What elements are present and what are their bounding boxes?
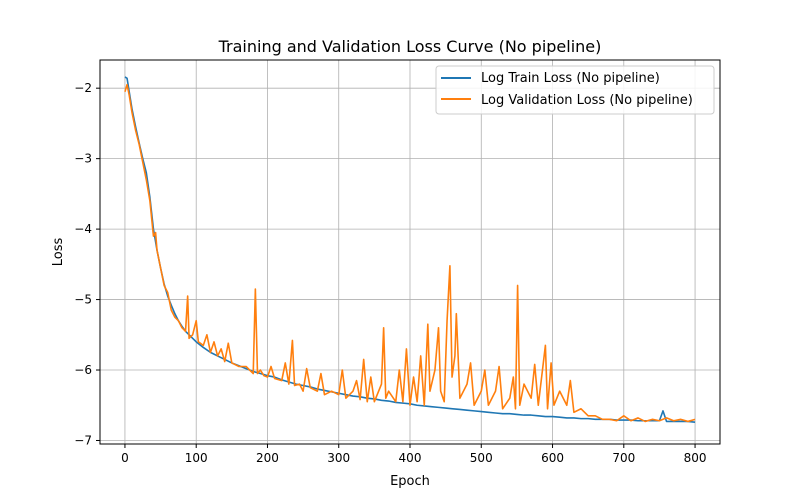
y-tick-label: −6 bbox=[74, 363, 92, 377]
y-tick-label: −3 bbox=[74, 152, 92, 166]
x-tick-label: 800 bbox=[684, 451, 707, 465]
x-tick-label: 300 bbox=[327, 451, 350, 465]
series-group bbox=[124, 76, 696, 423]
y-tick-label: −2 bbox=[74, 81, 92, 95]
x-axis-label: Epoch bbox=[390, 474, 430, 489]
x-tick-label: 500 bbox=[470, 451, 493, 465]
x-tick-label: 400 bbox=[399, 451, 422, 465]
x-axis: 0 100 200 300 400 500 600 700 800 bbox=[121, 444, 707, 465]
y-axis: −7 −6 −5 −4 −3 −2 bbox=[74, 81, 100, 447]
y-tick-label: −7 bbox=[74, 433, 92, 447]
x-tick-label: 0 bbox=[121, 451, 129, 465]
x-tick-label: 600 bbox=[541, 451, 564, 465]
x-tick-label: 100 bbox=[185, 451, 208, 465]
x-tick-label: 200 bbox=[256, 451, 279, 465]
legend: Log Train Loss (No pipeline) Log Validat… bbox=[435, 65, 715, 115]
y-axis-label: Loss bbox=[51, 238, 66, 267]
y-tick-label: −5 bbox=[74, 293, 92, 307]
chart-title: Training and Validation Loss Curve (No p… bbox=[218, 37, 602, 56]
y-tick-label: −4 bbox=[74, 222, 92, 236]
x-tick-label: 700 bbox=[612, 451, 635, 465]
series-line-validation bbox=[124, 83, 696, 423]
legend-label-train: Log Train Loss (No pipeline) bbox=[481, 71, 660, 86]
grid bbox=[100, 60, 720, 444]
legend-label-validation: Log Validation Loss (No pipeline) bbox=[481, 93, 693, 108]
legend-box bbox=[435, 65, 715, 115]
